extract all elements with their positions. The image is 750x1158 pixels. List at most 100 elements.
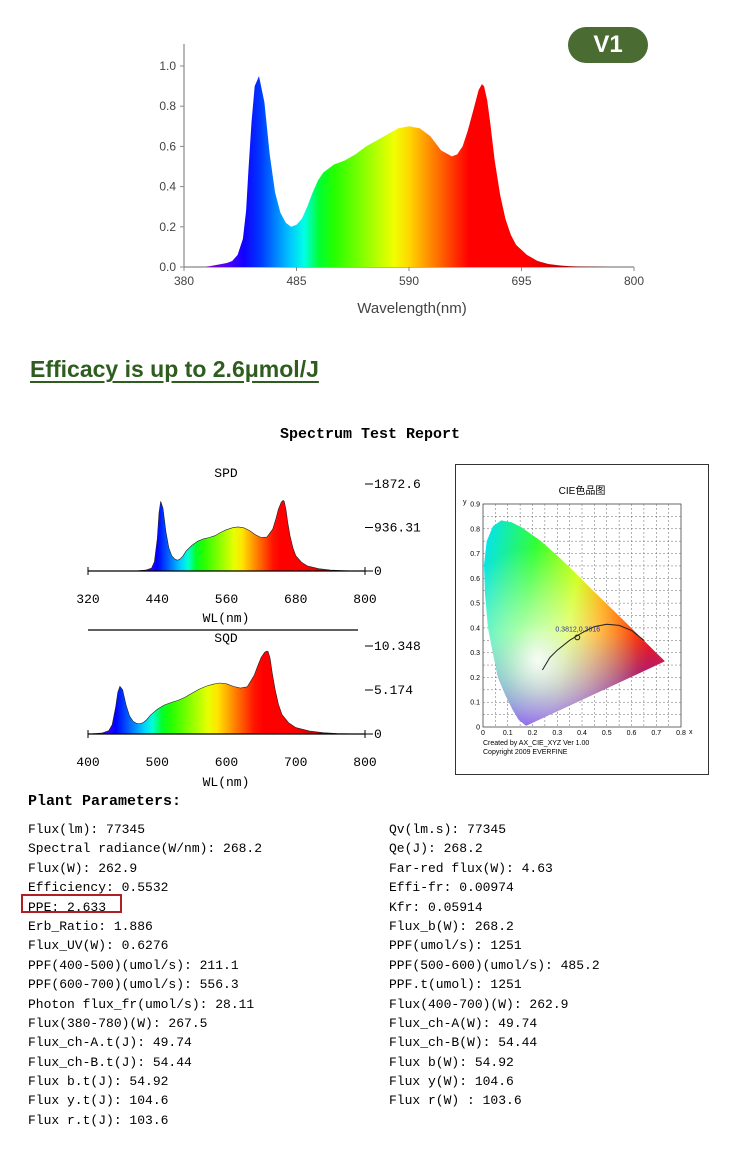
x-tick-label: 800	[353, 592, 376, 607]
cie-y-tick-label: 0.7	[470, 551, 480, 558]
x-tick-label: 560	[215, 592, 238, 607]
spectrum-y-ticks: 0.0 0.2 0.4 0.6 0.8 1.0	[159, 59, 184, 274]
plant-parameters-title: Plant Parameters:	[28, 793, 182, 810]
spectrum-y-tick-label: 0.2	[159, 220, 176, 234]
spectrum-x-tick-label: 380	[174, 274, 194, 288]
spectrum-y-tick-label: 1.0	[159, 59, 176, 73]
parameter-row: Flux(W): 262.9	[28, 860, 138, 876]
parameter-row: PPE: 2.633	[28, 899, 107, 915]
spd-area	[134, 500, 365, 571]
cie-x-axis-label: x	[689, 729, 693, 736]
parameter-row: Flux(400-700)(W): 262.9	[389, 996, 569, 1012]
cie-y-tick-label: 0.6	[470, 576, 480, 583]
parameter-row: Kfr: 0.05914	[389, 899, 483, 915]
x-tick-label: 600	[215, 755, 238, 770]
sqd-x-ticks: 400 500 600 700 800	[76, 755, 376, 770]
spd-y-ticks: 1872.6 936.31 0	[365, 477, 421, 579]
version-badge: V1	[568, 27, 648, 63]
cie-locus-white	[484, 520, 665, 726]
cie-y-tick-label: 0.4	[470, 625, 480, 632]
spd-x-ticks: 320 440 560 680 800	[76, 592, 376, 607]
spectrum-y-tick-label: 0.6	[159, 139, 176, 153]
cie-footer-1: Created by AX_CIE_XYZ Ver 1.00	[483, 740, 589, 747]
spectrum-chart: 380 485 590 695 800 0.0 0.2 0.4 0.6 0.8 1.0 Wavel…	[159, 44, 644, 317]
sqd-area	[88, 651, 365, 734]
parameter-row: Far-red flux(W): 4.63	[389, 860, 553, 876]
parameter-row: Effi-fr: 0.00974	[389, 880, 514, 896]
cie-x-tick-label: 0.7	[651, 730, 661, 737]
x-tick-label: 440	[146, 592, 169, 607]
efficacy-headline: Efficacy is up to 2.6μmol/J	[30, 356, 319, 382]
spd-x-label: WL(nm)	[203, 611, 250, 626]
parameter-row: Qv(lm.s): 77345	[389, 822, 507, 837]
spectrum-x-ticks: 380 485 590 695 800	[174, 267, 644, 288]
y-tick-label: 0	[374, 727, 382, 742]
cie-footer-2: Copyright 2009 EVERFINE	[483, 749, 568, 756]
y-tick-label: 936.31	[374, 520, 421, 535]
spectrum-y-tick-label: 0.8	[159, 99, 176, 113]
parameter-row: PPF(500-600)(umol/s): 485.2	[389, 957, 600, 973]
spectrum-x-tick-label: 590	[399, 274, 419, 288]
parameter-row: Qe(J): 268.2	[389, 841, 483, 857]
parameter-row: Flux_UV(W): 0.6276	[28, 938, 169, 954]
parameter-row: Flux b.t(J): 54.92	[28, 1074, 169, 1090]
cie-y-tick-label: 0.8	[470, 526, 480, 533]
cie-x-tick-label: 0.4	[577, 730, 587, 737]
x-tick-label: 400	[76, 755, 99, 770]
parameter-row: Spectral radiance(W/nm): 268.2	[28, 841, 263, 857]
cie-x-tick-label: 0	[481, 730, 485, 737]
parameter-row: Flux y.t(J): 104.6	[28, 1093, 169, 1109]
chromaticity-point	[574, 634, 581, 641]
cie-y-axis-label: y	[463, 499, 467, 506]
parameter-row: Erb_Ratio: 1.886	[28, 918, 153, 934]
cie-y-tick-label: 0.9	[470, 502, 480, 509]
sqd-y-ticks: 10.348 5.174 0	[365, 639, 421, 742]
spectrum-x-tick-label: 695	[511, 274, 531, 288]
x-tick-label: 320	[76, 592, 99, 607]
y-tick-label: 10.348	[374, 639, 421, 654]
cie-x-tick-label: 0.5	[602, 730, 612, 737]
y-tick-label: 1872.6	[374, 477, 421, 492]
report-title: Spectrum Test Report	[279, 426, 461, 443]
parameter-row: Flux_b(W): 268.2	[389, 918, 514, 934]
parameter-row: Flux r(W) : 103.6	[389, 1093, 522, 1109]
cie-ticks: 0 0.1 0.2 0.3 0.4 0.5 0.6 0.7 0.8 0 0.1 0.2 0.3 0.4 0.…	[470, 502, 686, 738]
cie-title: CIE色品图	[559, 484, 606, 497]
spectrum-x-tick-label: 800	[624, 274, 644, 288]
sqd-x-label: WL(nm)	[203, 775, 250, 790]
y-tick-label: 0	[374, 564, 382, 579]
cie-y-tick-label: 0.1	[470, 700, 480, 707]
spectrum-outline	[87, 650, 366, 735]
x-tick-label: 800	[353, 755, 376, 770]
cie-x-tick-label: 0.8	[676, 730, 686, 737]
spectrum-y-tick-label: 0.4	[159, 180, 176, 194]
x-tick-label: 680	[284, 592, 307, 607]
sqd-title: SQD	[214, 631, 238, 646]
cie-diagram: CIE色品图 0.3812,0.3616 0 0.1 0.2 0.3 0.4 0.5 0.6…	[455, 464, 709, 775]
spd-title: SPD	[214, 466, 238, 481]
parameter-row: Flux_ch-B.t(J): 54.44	[28, 1054, 192, 1070]
cie-x-tick-label: 0.2	[528, 730, 538, 737]
spectrum-x-label: Wavelength(nm)	[357, 300, 466, 317]
spectrum-y-tick-label: 0.0	[159, 260, 176, 274]
spectrum-area	[205, 76, 613, 267]
parameter-row: Flux_ch-B(W): 54.44	[389, 1035, 538, 1051]
parameter-row: PPF(600-700)(umol/s): 556.3	[28, 977, 239, 993]
spd-axes	[87, 499, 366, 575]
parameter-row: Flux(lm): 77345	[28, 822, 146, 837]
parameter-row: Flux r.t(J): 103.6	[28, 1112, 169, 1128]
spectrum-outline	[134, 499, 366, 572]
y-tick-label: 5.174	[374, 683, 413, 698]
x-tick-label: 500	[146, 755, 169, 770]
x-tick-label: 700	[284, 755, 307, 770]
parameter-row: Efficiency: 0.5532	[28, 880, 169, 896]
planckian-locus	[541, 623, 645, 671]
parameter-row: PPF(400-500)(umol/s): 211.1	[28, 957, 239, 973]
spectrum-x-tick-label: 485	[286, 274, 306, 288]
parameter-row: Flux y(W): 104.6	[389, 1074, 514, 1090]
parameters-right-column: Qv(lm.s): 77345 Qe(J): 268.2 Far-red flux(…	[389, 820, 600, 1111]
cie-x-tick-label: 0.6	[627, 730, 637, 737]
cie-x-tick-label: 0.1	[503, 730, 513, 737]
parameter-row: Flux_ch-A(W): 49.74	[389, 1015, 538, 1031]
parameters-left-column: Flux(lm): 77345 Spectral radiance(W/nm): …	[28, 820, 262, 1130]
